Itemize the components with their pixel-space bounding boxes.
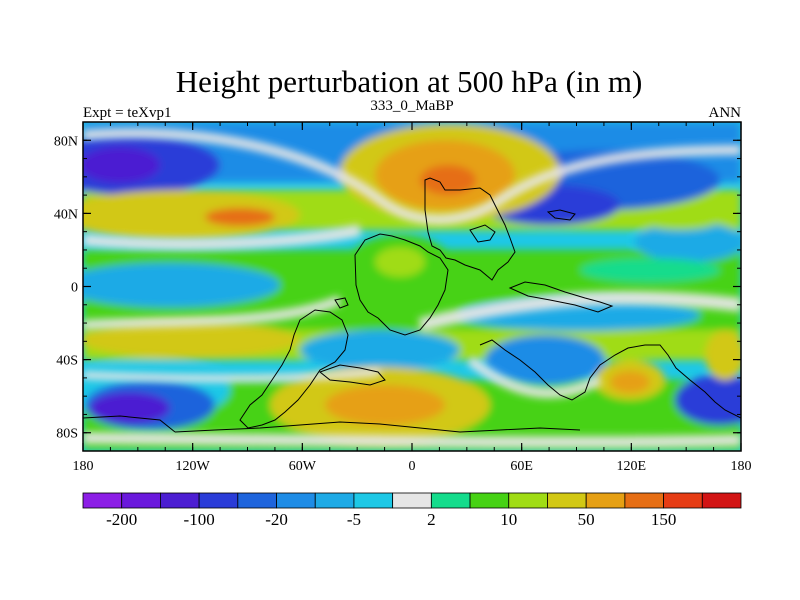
colorbar-swatch xyxy=(198,492,239,509)
colorbar-swatch xyxy=(430,492,471,509)
x-tick-label: 180 xyxy=(731,459,752,474)
colorbar-swatch xyxy=(624,492,664,509)
colorbar-swatch xyxy=(469,492,510,509)
colorbar-swatch xyxy=(663,492,703,509)
x-tick-label: 0 xyxy=(409,459,416,474)
x-tick-label: 60W xyxy=(289,459,317,474)
colorbar-tick-label: -20 xyxy=(265,510,288,529)
x-tick-label: 60E xyxy=(510,459,533,474)
colorbar-swatch xyxy=(121,492,161,509)
colorbar-tick-label: -200 xyxy=(106,510,137,529)
colorbar-swatch xyxy=(585,492,626,509)
colorbar-swatch xyxy=(547,492,587,509)
x-tick-label: 120E xyxy=(617,459,647,474)
colorbar-tick-label: 150 xyxy=(651,510,677,529)
colorbar-swatch xyxy=(314,492,355,509)
period-label: 333_0_MaBP xyxy=(370,98,453,114)
colorbar-swatch xyxy=(701,492,742,509)
colorbar-swatch xyxy=(353,492,394,509)
y-tick-label: 40N xyxy=(54,207,78,222)
colorbar-tick-label: 2 xyxy=(427,510,436,529)
experiment-label: Expt = teXvp1 xyxy=(83,105,171,121)
y-tick-label: 0 xyxy=(71,281,78,296)
colorbar-swatch xyxy=(508,492,548,509)
map-title: Height perturbation at 500 hPa (in m) xyxy=(176,64,643,99)
contour-field xyxy=(83,122,741,451)
colorbar-tick-label: -5 xyxy=(347,510,361,529)
colorbar-swatch xyxy=(237,492,277,509)
colorbar-tick-label: 10 xyxy=(500,510,517,529)
x-tick-label: 120W xyxy=(176,459,211,474)
colorbar-swatch xyxy=(82,492,123,509)
coastline-outlines xyxy=(83,177,741,433)
colorbar-tick-labels: -200 -100 -20 -5 2 10 50 150 xyxy=(106,510,676,529)
season-label: ANN xyxy=(709,105,742,121)
colorbar-tick-label: -100 xyxy=(184,510,215,529)
y-axis-tick-labels: 80N 40N 0 40S 80S xyxy=(54,134,78,441)
y-tick-label: 80N xyxy=(54,134,78,149)
x-tick-label: 180 xyxy=(73,459,94,474)
colorbar xyxy=(82,492,742,509)
colorbar-swatch xyxy=(160,492,200,509)
plot-frame xyxy=(82,121,742,452)
colorbar-tick-label: 50 xyxy=(578,510,595,529)
colorbar-swatch xyxy=(392,492,432,509)
y-tick-label: 40S xyxy=(56,354,78,369)
colorbar-swatch xyxy=(276,492,316,509)
x-axis-tick-labels: 180 120W 60W 0 60E 120E 180 xyxy=(73,459,752,474)
y-tick-label: 80S xyxy=(56,427,78,442)
